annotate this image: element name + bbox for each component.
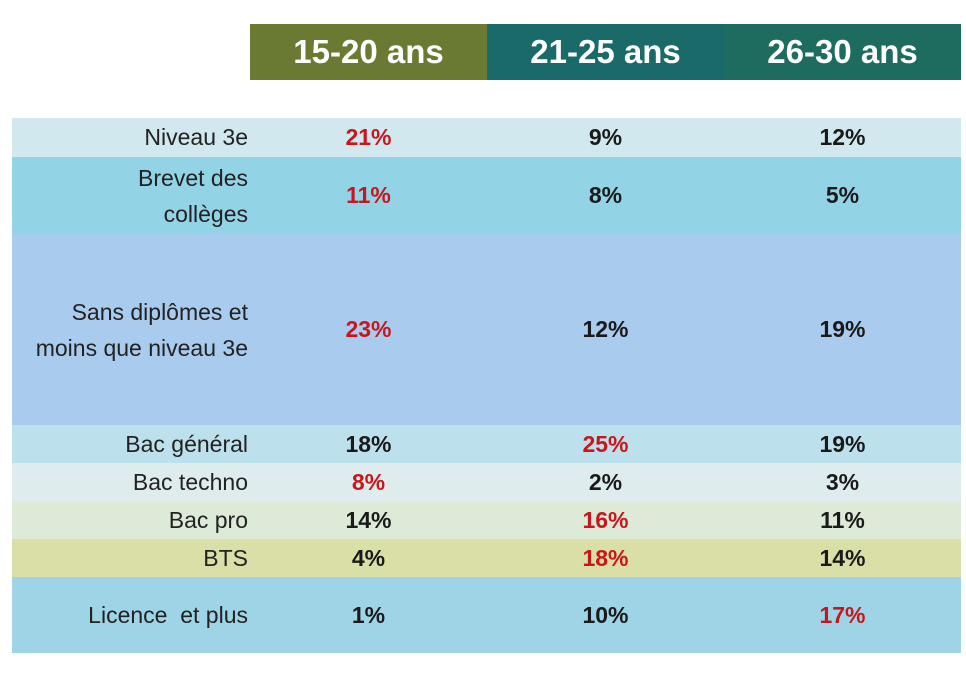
row-label: Niveau 3e [144,124,248,150]
row-label: BTS [203,544,248,571]
cell-value: 2% [588,468,623,495]
cell-value: 25% [582,430,629,457]
cell-value: 19% [819,316,866,342]
cell-value: 16% [582,506,629,533]
cell-value: 19% [819,430,866,457]
cell-value: 18% [582,544,629,571]
cell-value: 10% [582,601,629,628]
cell-value: 14% [819,544,866,571]
table-row: Sans diplômes et moins que niveau 3e 23%… [12,234,961,425]
row-label: Sans diplômes et moins que niveau 3e [35,298,248,361]
row-label: Bac général [125,430,248,457]
row-label: Bac techno [132,468,248,495]
cell-value: 3% [825,468,860,495]
table-row: Bac techno 8% 2% 3% [12,463,961,501]
table-row: Licence et plus 1% 10% 17% [12,577,961,653]
cell-value: 4% [351,544,386,571]
cell-value: 1% [351,601,386,628]
cell-value: 8% [351,468,386,495]
cell-value: 11% [820,506,865,533]
cell-value: 9% [588,124,623,150]
column-header-26-30: 26-30 ans [724,24,961,80]
table-row: Brevet des collèges 11% 8% 5% [12,157,961,234]
diploma-table: Niveau 3e 21% 9% 12% Brevet des collèges… [12,118,961,653]
table-row: Niveau 3e 21% 9% 12% [12,118,961,157]
table-row: Bac pro 14% 16% 11% [12,501,961,539]
column-header-21-25: 21-25 ans [487,24,724,80]
row-label: Bac pro [168,506,248,533]
column-header-15-20: 15-20 ans [250,24,487,80]
cell-value: 12% [819,124,866,150]
cell-value: 8% [588,182,623,208]
row-label: Brevet des collèges [138,164,248,227]
table-row: BTS 4% 18% 14% [12,539,961,577]
table-row: Bac général 18% 25% 19% [12,425,961,463]
cell-value: 5% [825,182,860,208]
cell-value: 14% [345,506,392,533]
cell-value: 11% [346,182,391,208]
cell-value: 18% [345,430,392,457]
cell-value: 21% [345,124,392,150]
row-label: Licence et plus [88,601,248,628]
cell-value: 23% [345,316,392,342]
cell-value: 17% [819,601,866,628]
cell-value: 12% [582,316,629,342]
